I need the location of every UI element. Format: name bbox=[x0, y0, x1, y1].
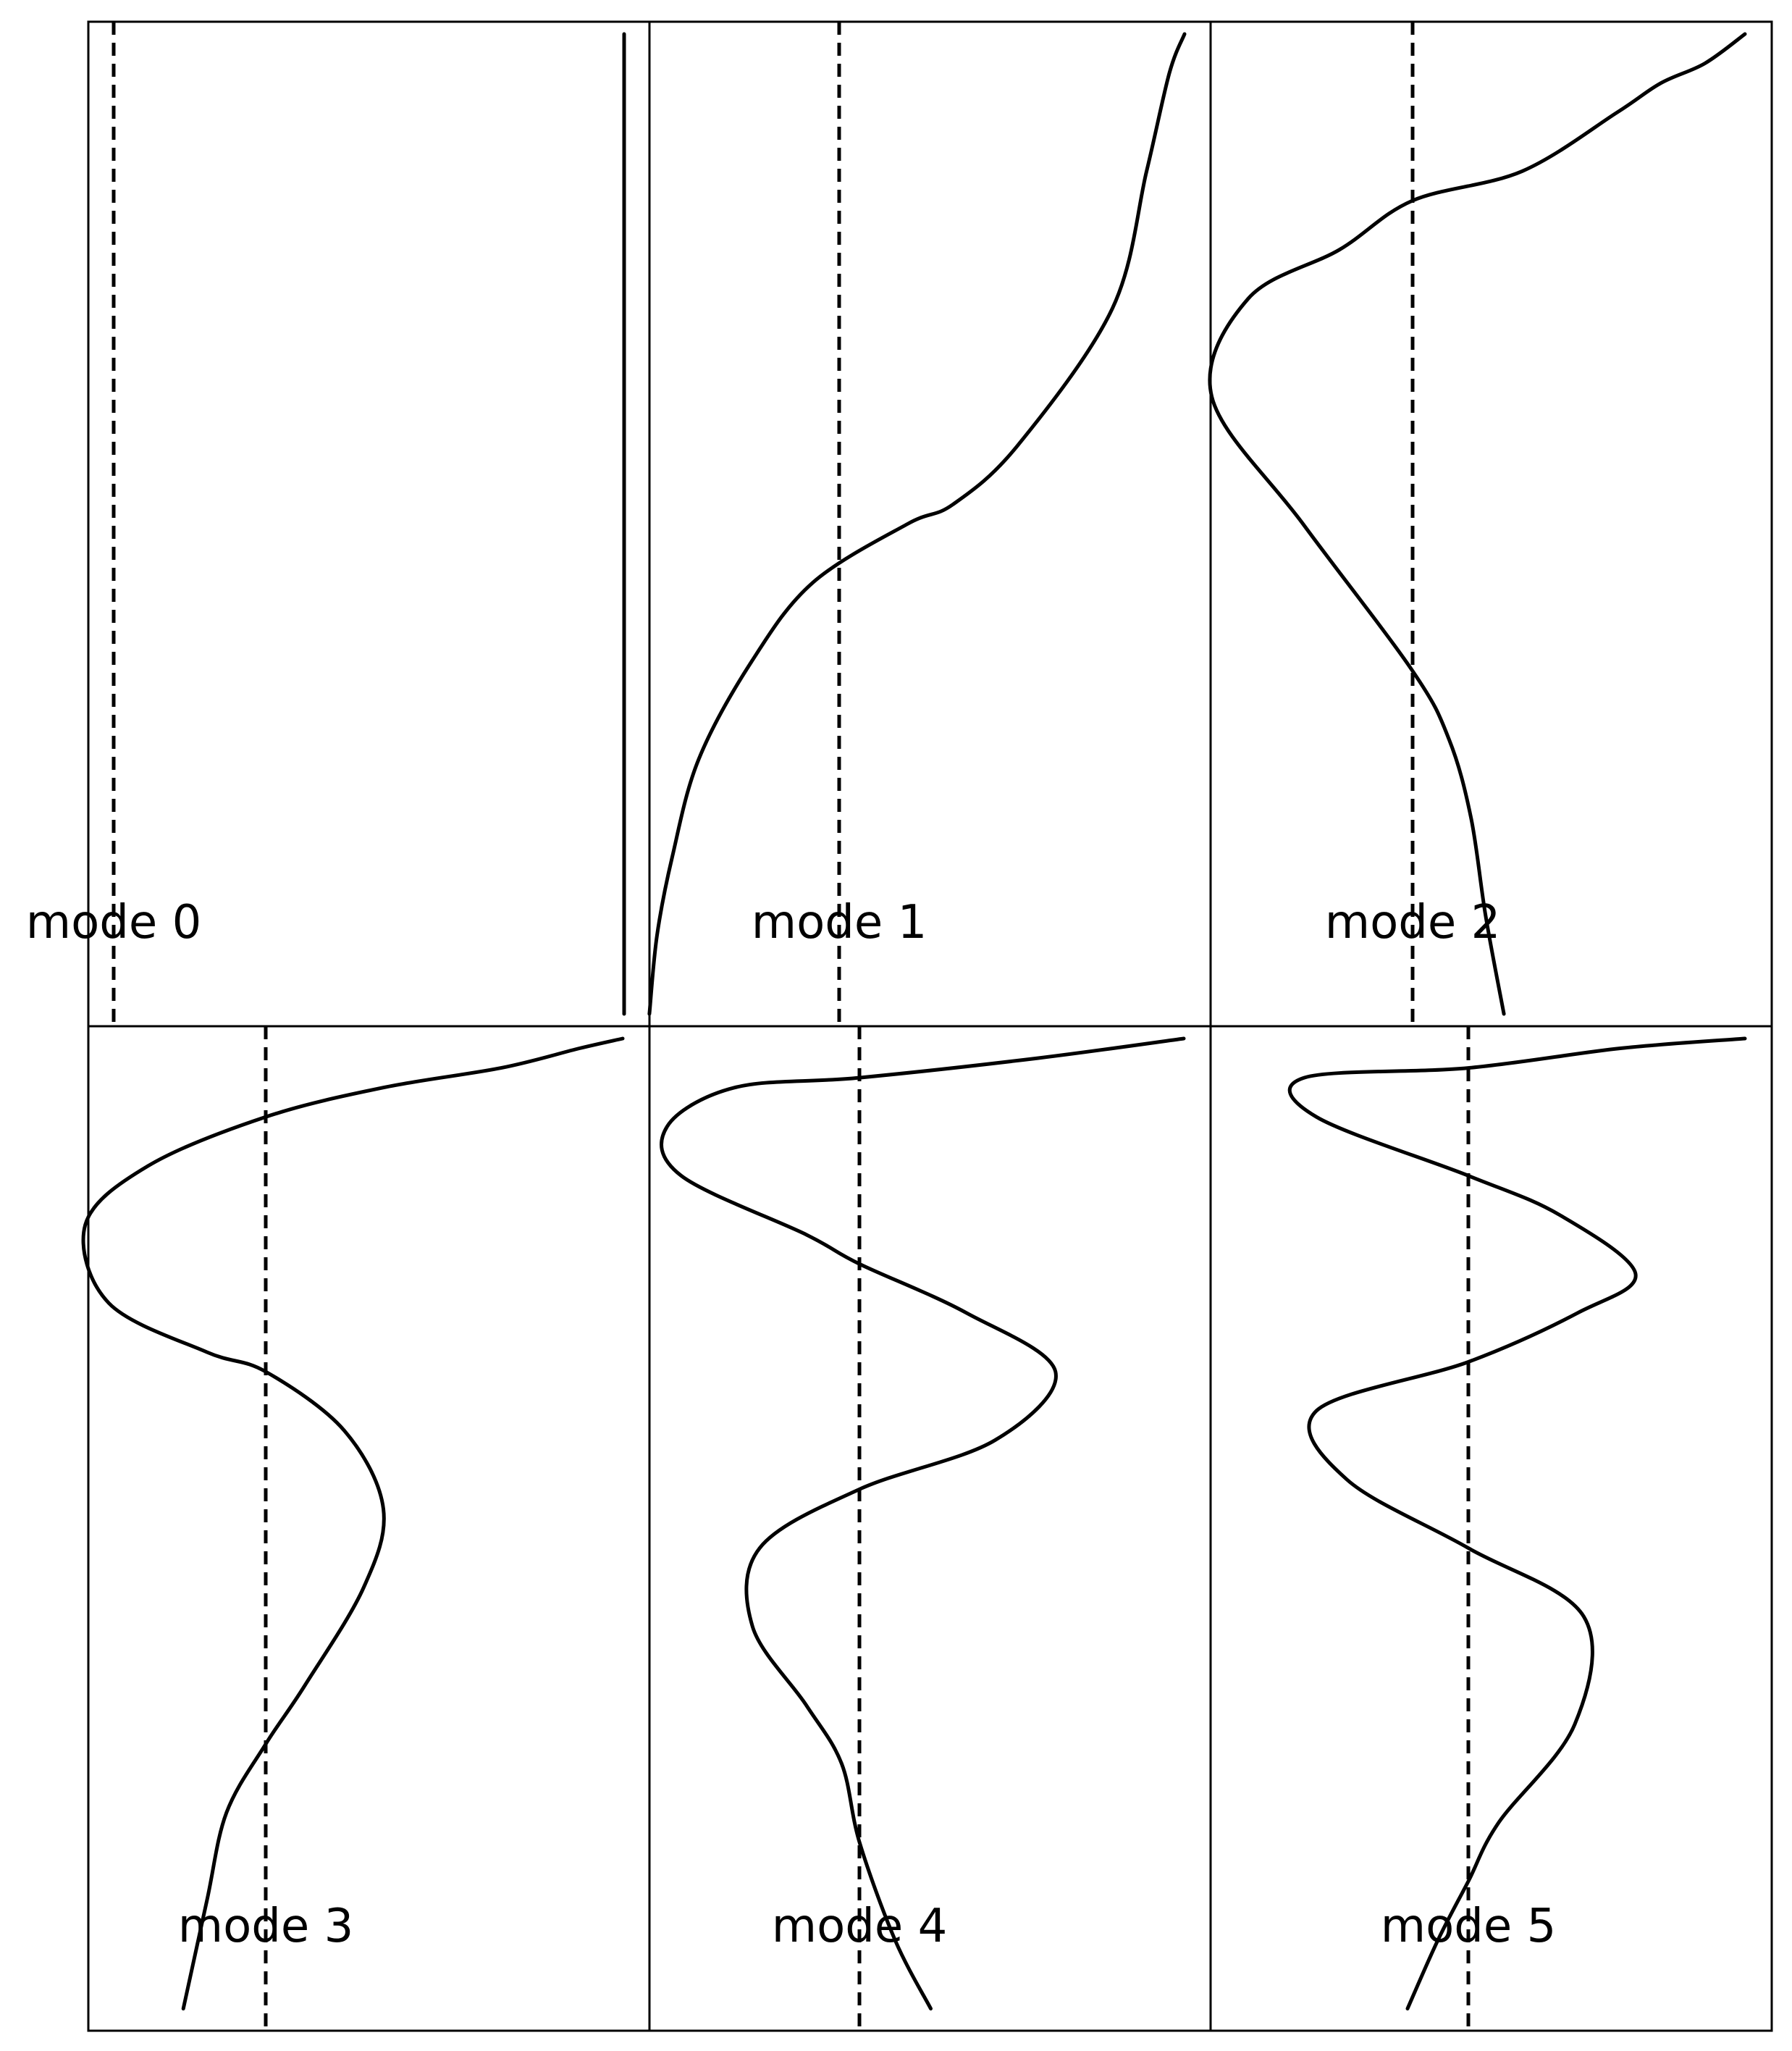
panel-mode-5: mode 5 bbox=[1209, 1025, 1773, 2032]
panel-frame bbox=[1209, 20, 1773, 1028]
panel-label: mode 5 bbox=[1381, 1900, 1557, 1953]
panel-label: mode 3 bbox=[178, 1900, 354, 1953]
panel-label: mode 0 bbox=[26, 896, 202, 949]
mode-profile-curve bbox=[1287, 1036, 1747, 2010]
mode-profile-curve bbox=[647, 32, 1187, 1016]
panel-frame bbox=[1209, 1025, 1773, 2032]
panel-label: mode 2 bbox=[1325, 896, 1501, 949]
panel-mode-1: mode 1 bbox=[647, 20, 1212, 1028]
panel-label: mode 4 bbox=[772, 1900, 948, 1953]
panel-frame bbox=[648, 1025, 1212, 2032]
panel-mode-2: mode 2 bbox=[1208, 20, 1773, 1028]
panel-frame bbox=[648, 20, 1212, 1028]
panel-mode-3: mode 3 bbox=[81, 1025, 651, 2032]
mode-profile-curve bbox=[660, 1036, 1186, 2010]
panel-frame bbox=[87, 20, 651, 1028]
panel-mode-4: mode 4 bbox=[648, 1025, 1212, 2032]
panel-frame bbox=[87, 1025, 651, 2032]
panel-label: mode 1 bbox=[752, 896, 927, 949]
mode-profile-curve bbox=[1208, 32, 1747, 1016]
panel-mode-0: mode 0 bbox=[26, 20, 651, 1028]
mode-profile-curve bbox=[81, 1036, 625, 2010]
